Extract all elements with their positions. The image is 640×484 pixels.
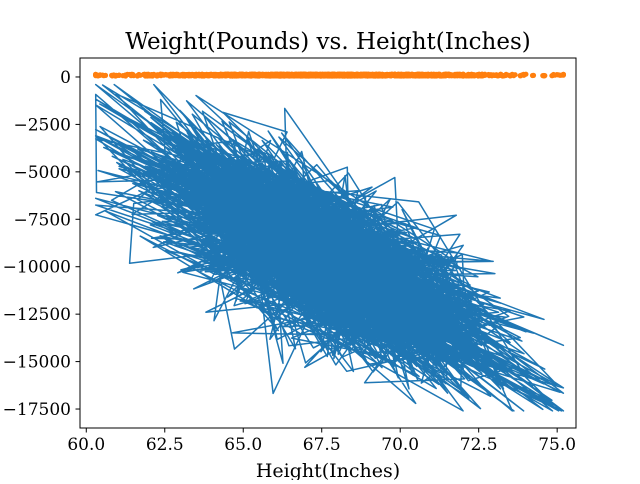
scatter-point xyxy=(93,72,99,78)
scatter-point xyxy=(238,71,244,77)
scatter-point xyxy=(384,73,390,79)
scatter-point xyxy=(395,72,402,78)
scatter-point xyxy=(306,72,312,79)
scatter-point xyxy=(373,73,379,79)
y-tick-label: −10000 xyxy=(3,258,71,278)
scatter-point xyxy=(433,71,439,78)
x-axis-label: Height(Inches) xyxy=(256,460,400,480)
scatter-point xyxy=(494,73,501,79)
scatter-point xyxy=(428,72,434,78)
scatter-point xyxy=(366,71,372,77)
scatter-point xyxy=(521,72,527,78)
scatter-point xyxy=(476,71,482,77)
scatter-point xyxy=(411,72,417,78)
scatter-point xyxy=(511,72,517,78)
y-tick-label: 0 xyxy=(60,68,71,88)
scatter-point xyxy=(388,72,394,78)
scatter-point xyxy=(357,72,363,78)
scatter-point xyxy=(361,71,367,77)
scatter-point xyxy=(456,73,462,79)
x-tick-label: 60.0 xyxy=(67,435,105,455)
scatter-point xyxy=(187,72,193,79)
scatter-point xyxy=(128,73,134,79)
scatter-point xyxy=(467,72,473,78)
x-tick-label: 67.5 xyxy=(303,435,341,455)
scatter-point xyxy=(287,72,293,78)
scatter-point xyxy=(332,73,339,79)
scatter-point xyxy=(348,73,354,79)
scatter-point xyxy=(168,72,174,78)
scatter-point xyxy=(399,73,406,79)
x-tick-label: 72.5 xyxy=(460,435,498,455)
scatter-point xyxy=(164,72,170,78)
y-axis: 0 −2500 −5000 −7500 −10000 −12500 −15000 −17500 xyxy=(3,68,80,420)
scatter-point xyxy=(149,72,155,78)
x-tick-label: 75.0 xyxy=(538,435,576,455)
scatter-point xyxy=(213,71,219,78)
scatter-point xyxy=(111,72,117,78)
scatter-point xyxy=(313,71,319,77)
scatter-point xyxy=(180,73,186,79)
scatter-point xyxy=(228,72,234,78)
scatter-point xyxy=(202,73,208,79)
scatter-point xyxy=(193,73,199,79)
x-axis: 60.0 62.5 65.0 67.5 70.0 72.5 75.0 xyxy=(67,428,576,455)
series-scatter xyxy=(93,71,567,79)
scatter-point xyxy=(437,73,443,79)
scatter-point xyxy=(542,73,548,79)
scatter-point xyxy=(295,71,301,78)
chart-title: Weight(Pounds) vs. Height(Inches) xyxy=(125,29,531,55)
scatter-point xyxy=(560,71,567,77)
scatter-point xyxy=(302,72,308,78)
y-tick-label: −2500 xyxy=(13,115,71,135)
scatter-point xyxy=(265,72,271,78)
y-tick-label: −12500 xyxy=(3,305,71,325)
series-line-weight xyxy=(94,83,565,412)
scatter-point xyxy=(250,71,257,77)
scatter-point xyxy=(550,71,557,78)
x-tick-label: 62.5 xyxy=(146,435,184,455)
scatter-point xyxy=(218,72,224,78)
x-tick-label: 70.0 xyxy=(381,435,419,455)
scatter-point xyxy=(159,72,165,78)
scatter-point xyxy=(321,73,327,79)
y-tick-label: −17500 xyxy=(3,400,71,420)
scatter-point xyxy=(275,72,281,78)
scatter-point xyxy=(97,72,103,78)
scatter-point xyxy=(449,72,455,78)
y-tick-label: −15000 xyxy=(3,353,71,373)
scatter-point xyxy=(255,72,262,78)
scatter-point xyxy=(530,72,537,78)
scatter-point xyxy=(406,71,413,78)
x-tick-label: 65.0 xyxy=(224,435,262,455)
scatter-point xyxy=(341,73,347,79)
y-tick-label: −7500 xyxy=(13,210,71,230)
scatter-point xyxy=(173,73,179,79)
scatter-point xyxy=(418,72,425,78)
scatter-point xyxy=(123,73,129,79)
plot-frame xyxy=(79,57,577,429)
plot-area xyxy=(93,71,567,412)
y-tick-label: −5000 xyxy=(13,163,71,183)
scatter-point xyxy=(142,73,148,79)
